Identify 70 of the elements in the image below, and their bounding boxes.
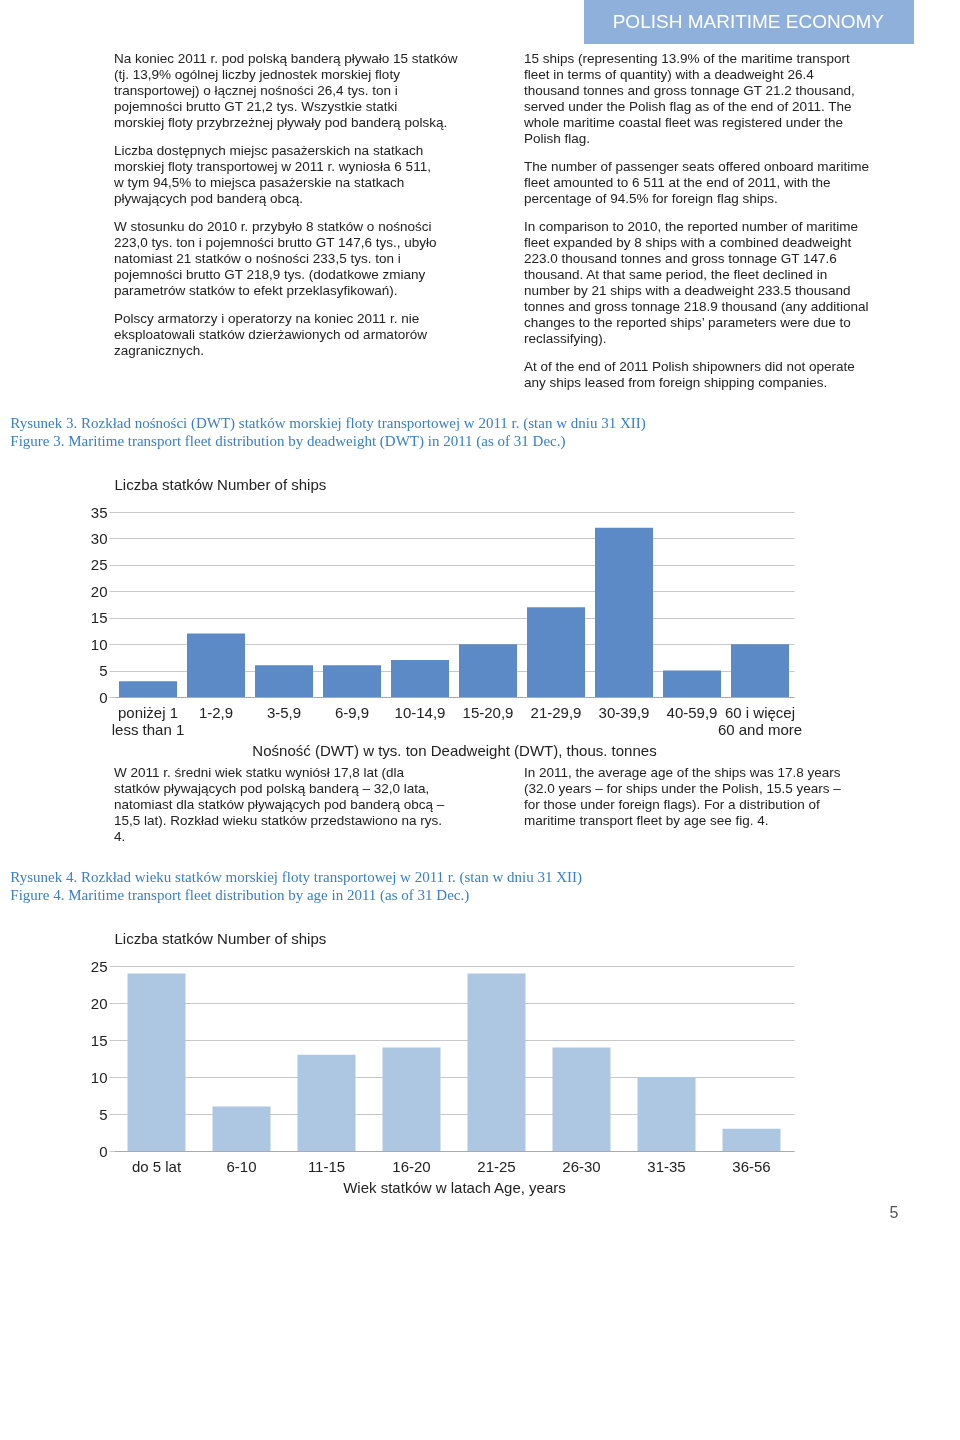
bar	[119, 681, 177, 697]
chart-title: Rysunek 3. Rozkład nośności (DWT) statków morskiej floty transportowej w 2011 r. (stan w dniu 31 XII)	[10, 415, 646, 432]
x-tick-label: 21-29,9	[530, 703, 582, 721]
bar	[637, 1077, 696, 1151]
y-tick-label: 20	[90, 994, 108, 1012]
y-tick-label: 15	[90, 1031, 108, 1049]
text: Liczba dostępnych miejsc pasażerskich na statkach morskiej floty transportowej w 2011 r. wyniosła 6 511, w tym 94,5% to miejsca pasażerskie na statkach pływających pod banderą obcą.	[113, 143, 431, 206]
x-axis-title: Wiek statków w latach Age, years	[343, 1178, 566, 1196]
x-tick-label: 11-15	[307, 1157, 346, 1175]
bar	[595, 527, 653, 697]
y-tick-label: 15	[90, 609, 108, 627]
text: 5	[889, 1204, 899, 1221]
text: Polscy armatorzy i operatorzy na koniec 2011 r. nie eksploatowali statków dzierżawionych od armatorów zagranicznych.	[114, 311, 428, 358]
bar	[552, 1047, 611, 1151]
x-tick-label: 60 i więcej 60 and more	[717, 703, 803, 738]
text: In comparison to 2010, the reported number of maritime fleet expanded by 8 ships with a combined deadweight 223.0 thousand tonnes and gross tonnage GT 147.6 thousand. At that same period, the fleet declined in number by 21 ships with a deadweight 233.5 thousand tonnes and gross tonnage 218.9 thousand (any additional changes to the reported ships’ parameters were due to reclassifying).	[524, 219, 869, 346]
bar	[297, 1054, 356, 1151]
x-tick-label: poniżej 1 less than 1	[111, 703, 185, 738]
text: 15 ships (representing 13.9% of the maritime transport fleet in terms of quantity) with a deadweight 26.4 thousand tonnes and gross tonnage GT 21.2 thousand, served under the Polish flag as of the end of 2011. The whole maritime coastal fleet was registered under the Polish flag.	[523, 51, 855, 146]
y-tick-label: 25	[90, 957, 108, 975]
y-tick-label: 5	[99, 1105, 108, 1123]
y-tick-label: 5	[99, 662, 108, 680]
x-tick-label: 6-10	[226, 1157, 257, 1175]
bar	[127, 973, 186, 1151]
bar	[382, 1047, 441, 1151]
bar	[467, 973, 526, 1151]
bar	[731, 644, 789, 697]
chart-title: Rysunek 4. Rozkład wieku statków morskiej floty transportowej w 2011 r. (stan w dniu 31 XII)	[10, 869, 582, 886]
x-tick-label: 3-5,9	[266, 703, 302, 721]
bar	[663, 670, 721, 697]
text: The number of passenger seats offered onboard maritime fleet amounted to 6 511 at the end of 2011, with the percentage of 94.5% for foreign flag ships.	[524, 159, 869, 206]
text: At of the end of 2011 Polish shipowners did not operate any ships leased from foreign shipping companies.	[524, 359, 855, 390]
x-tick-label: 15-20,9	[462, 703, 514, 721]
x-tick-label: 36-56	[732, 1157, 771, 1175]
bar	[187, 633, 245, 697]
x-tick-label: 16-20	[392, 1157, 431, 1175]
x-tick-label: 1-2,9	[198, 703, 234, 721]
x-tick-label: 40-59,9	[666, 703, 718, 721]
bar	[459, 644, 517, 697]
x-tick-label: do 5 lat	[131, 1157, 182, 1175]
bar	[722, 1128, 781, 1151]
bar	[255, 665, 313, 697]
y-axis-title: Liczba statków Number of ships	[114, 929, 327, 947]
bar	[323, 665, 381, 697]
text: POLISH MARITIME ECONOMY	[612, 11, 885, 32]
bar	[212, 1106, 271, 1151]
y-tick-label: 0	[99, 1142, 108, 1160]
chart-subtitle: Figure 4. Maritime transport fleet distribution by age in 2011 (as of 31 Dec.)	[10, 887, 470, 904]
x-tick-label: 21-25	[477, 1157, 516, 1175]
x-tick-label: 31-35	[647, 1157, 686, 1175]
text: W stosunku do 2010 r. przybyło 8 statków o nośności 223,0 tys. ton i pojemności brutto GT 147,6 tys., ubyło natomiast 21 statków o nośności 233,5 tys. ton i pojemności brutto GT 218,9 tys. (dodatkowe zmiany parametrów statków to efekt przeklasyfikowań).	[114, 219, 437, 298]
y-tick-label: 30	[90, 529, 108, 547]
text: Na koniec 2011 r. pod polską banderą pływało 15 statków (tj. 13,9% ogólnej liczby jednostek morskiej floty transportowej) o łącznej nośności 26,4 tys. ton i pojemności brutto GT 21,2 tys. Wszystkie statki morskiej floty przybrzeżnej pływały pod banderą polską.	[114, 51, 458, 130]
y-axis-title: Liczba statków Number of ships	[114, 475, 327, 493]
bar	[391, 660, 449, 697]
y-tick-label: 10	[90, 635, 108, 653]
x-tick-label: 10-14,9	[394, 703, 446, 721]
y-tick-label: 10	[90, 1068, 108, 1086]
y-tick-label: 25	[90, 556, 108, 574]
y-tick-label: 35	[90, 503, 108, 521]
y-tick-label: 20	[90, 582, 108, 600]
y-tick-label: 0	[99, 688, 108, 706]
bar	[527, 607, 585, 697]
x-tick-label: 6-9,9	[334, 703, 370, 721]
chart-subtitle: Figure 3. Maritime transport fleet distribution by deadweight (DWT) in 2011 (as of 31 Dec.)	[10, 433, 566, 450]
x-axis-title: Nośność (DWT) w tys. ton Deadweight (DWT), thous. tonnes	[252, 741, 657, 759]
x-tick-label: 30-39,9	[598, 703, 650, 721]
text: W 2011 r. średni wiek statku wyniósł 17,8 lat (dla statków pływających pod polską banderą – 32,0 lata, natomiast dla statków pływających pod banderą obcą – 15,5 lat). Rozkład wieku statków przedstawiono na rys. 4.	[114, 765, 445, 844]
text: In 2011, the average age of the ships was 17.8 years (32.0 years – for ships under the Polish, 15.5 years – for those under foreign flags). For a distribution of maritime transport fleet by age see fig. 4.	[524, 765, 842, 828]
x-tick-label: 26-30	[562, 1157, 601, 1175]
